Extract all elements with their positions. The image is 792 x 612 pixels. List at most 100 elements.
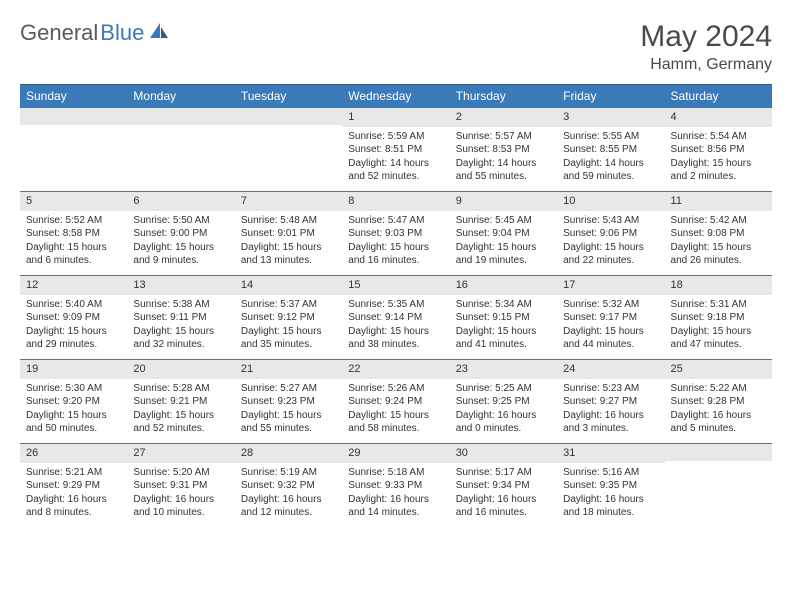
- day-body: Sunrise: 5:42 AMSunset: 9:08 PMDaylight:…: [665, 211, 772, 272]
- sunrise-line: Sunrise: 5:47 AM: [348, 214, 443, 228]
- week-row: 12Sunrise: 5:40 AMSunset: 9:09 PMDayligh…: [20, 276, 772, 360]
- location: Hamm, Germany: [640, 56, 772, 74]
- day-number: 12: [20, 276, 127, 295]
- empty-day-number: [127, 108, 234, 125]
- sunset-line: Sunset: 9:09 PM: [26, 311, 121, 325]
- brand-logo: General Blue: [20, 20, 170, 46]
- sunrise-line: Sunrise: 5:55 AM: [563, 130, 658, 144]
- daylight-line: Daylight: 16 hours and 14 minutes.: [348, 493, 443, 520]
- day-cell: 12Sunrise: 5:40 AMSunset: 9:09 PMDayligh…: [20, 276, 127, 360]
- daylight-line: Daylight: 15 hours and 55 minutes.: [241, 409, 336, 436]
- daylight-line: Daylight: 15 hours and 19 minutes.: [456, 241, 551, 268]
- daylight-line: Daylight: 15 hours and 38 minutes.: [348, 325, 443, 352]
- sunrise-line: Sunrise: 5:25 AM: [456, 382, 551, 396]
- day-number: 29: [342, 444, 449, 463]
- sunrise-line: Sunrise: 5:17 AM: [456, 466, 551, 480]
- day-body: Sunrise: 5:45 AMSunset: 9:04 PMDaylight:…: [450, 211, 557, 272]
- day-body: Sunrise: 5:16 AMSunset: 9:35 PMDaylight:…: [557, 463, 664, 524]
- daylight-line: Daylight: 16 hours and 5 minutes.: [671, 409, 766, 436]
- day-number: 2: [450, 108, 557, 127]
- sunset-line: Sunset: 9:25 PM: [456, 395, 551, 409]
- daylight-line: Daylight: 16 hours and 16 minutes.: [456, 493, 551, 520]
- sunrise-line: Sunrise: 5:42 AM: [671, 214, 766, 228]
- week-row: 26Sunrise: 5:21 AMSunset: 9:29 PMDayligh…: [20, 444, 772, 528]
- sunrise-line: Sunrise: 5:23 AM: [563, 382, 658, 396]
- day-cell: 23 Sunrise: 5:25 AMSunset: 9:25 PMDayligh…: [450, 360, 557, 444]
- day-number: 21: [235, 360, 342, 379]
- dow-mon: Monday: [127, 85, 234, 108]
- day-cell: 7Sunrise: 5:48 AMSunset: 9:01 PMDaylight…: [235, 192, 342, 276]
- daylight-line: Daylight: 15 hours and 32 minutes.: [133, 325, 228, 352]
- day-number: 6: [127, 192, 234, 211]
- day-number: 20: [127, 360, 234, 379]
- sunset-line: Sunset: 9:33 PM: [348, 479, 443, 493]
- dow-tue: Tuesday: [235, 85, 342, 108]
- day-number: 8: [342, 192, 449, 211]
- day-body: Sunrise: 5:26 AMSunset: 9:24 PMDaylight:…: [342, 379, 449, 440]
- day-number: 11: [665, 192, 772, 211]
- day-cell: [20, 108, 127, 192]
- day-cell: 21Sunrise: 5:27 AMSunset: 9:23 PMDayligh…: [235, 360, 342, 444]
- title-block: May 2024 Hamm, Germany: [640, 20, 772, 74]
- daylight-line: Daylight: 16 hours and 18 minutes.: [563, 493, 658, 520]
- sunset-line: Sunset: 8:51 PM: [348, 143, 443, 157]
- day-body: Sunrise: 5:59 AMSunset: 8:51 PMDaylight:…: [342, 127, 449, 188]
- day-number: 28: [235, 444, 342, 463]
- sunset-line: Sunset: 9:32 PM: [241, 479, 336, 493]
- week-row: 1Sunrise: 5:59 AMSunset: 8:51 PMDaylight…: [20, 108, 772, 192]
- day-body: Sunrise: 5:30 AMSunset: 9:20 PMDaylight:…: [20, 379, 127, 440]
- dow-sat: Saturday: [665, 85, 772, 108]
- day-number: 7: [235, 192, 342, 211]
- daylight-line: Daylight: 15 hours and 41 minutes.: [456, 325, 551, 352]
- empty-day-number: [235, 108, 342, 125]
- day-cell: 27Sunrise: 5:20 AMSunset: 9:31 PMDayligh…: [127, 444, 234, 528]
- sunset-line: Sunset: 9:35 PM: [563, 479, 658, 493]
- day-body: Sunrise: 5:32 AMSunset: 9:17 PMDaylight:…: [557, 295, 664, 356]
- sunset-line: Sunset: 8:58 PM: [26, 227, 121, 241]
- sunset-line: Sunset: 9:18 PM: [671, 311, 766, 325]
- day-number: 23: [450, 360, 557, 379]
- dow-wed: Wednesday: [342, 85, 449, 108]
- day-number: 10: [557, 192, 664, 211]
- daylight-line: Daylight: 15 hours and 58 minutes.: [348, 409, 443, 436]
- day-cell: 22Sunrise: 5:26 AMSunset: 9:24 PMDayligh…: [342, 360, 449, 444]
- day-cell: 11Sunrise: 5:42 AMSunset: 9:08 PMDayligh…: [665, 192, 772, 276]
- calendar-table: Sunday Monday Tuesday Wednesday Thursday…: [20, 84, 772, 528]
- day-number: 9: [450, 192, 557, 211]
- sunrise-line: Sunrise: 5:19 AM: [241, 466, 336, 480]
- daylight-line: Daylight: 15 hours and 35 minutes.: [241, 325, 336, 352]
- day-body: Sunrise: 5:50 AMSunset: 9:00 PMDaylight:…: [127, 211, 234, 272]
- brand-part1: General: [20, 20, 98, 46]
- day-number: 30: [450, 444, 557, 463]
- week-row: 5Sunrise: 5:52 AMSunset: 8:58 PMDaylight…: [20, 192, 772, 276]
- sunrise-line: Sunrise: 5:43 AM: [563, 214, 658, 228]
- sunset-line: Sunset: 9:03 PM: [348, 227, 443, 241]
- day-cell: 17Sunrise: 5:32 AMSunset: 9:17 PMDayligh…: [557, 276, 664, 360]
- daylight-line: Daylight: 16 hours and 12 minutes.: [241, 493, 336, 520]
- day-cell: 5Sunrise: 5:52 AMSunset: 8:58 PMDaylight…: [20, 192, 127, 276]
- empty-day-number: [20, 108, 127, 125]
- day-cell: 13Sunrise: 5:38 AMSunset: 9:11 PMDayligh…: [127, 276, 234, 360]
- day-body: Sunrise: 5:47 AMSunset: 9:03 PMDaylight:…: [342, 211, 449, 272]
- day-cell: 8Sunrise: 5:47 AMSunset: 9:03 PMDaylight…: [342, 192, 449, 276]
- day-cell: 24Sunrise: 5:23 AMSunset: 9:27 PMDayligh…: [557, 360, 664, 444]
- day-body: Sunrise: 5:28 AMSunset: 9:21 PMDaylight:…: [127, 379, 234, 440]
- sunrise-line: Sunrise: 5:37 AM: [241, 298, 336, 312]
- day-cell: 15Sunrise: 5:35 AMSunset: 9:14 PMDayligh…: [342, 276, 449, 360]
- day-body: Sunrise: 5:19 AMSunset: 9:32 PMDaylight:…: [235, 463, 342, 524]
- sunset-line: Sunset: 9:31 PM: [133, 479, 228, 493]
- sunrise-line: Sunrise: 5:45 AM: [456, 214, 551, 228]
- day-body: Sunrise: 5:18 AMSunset: 9:33 PMDaylight:…: [342, 463, 449, 524]
- calendar-body: 1Sunrise: 5:59 AMSunset: 8:51 PMDaylight…: [20, 108, 772, 528]
- day-body: Sunrise: 5:54 AMSunset: 8:56 PMDaylight:…: [665, 127, 772, 188]
- day-body: Sunrise: 5:52 AMSunset: 8:58 PMDaylight:…: [20, 211, 127, 272]
- day-cell: 9Sunrise: 5:45 AMSunset: 9:04 PMDaylight…: [450, 192, 557, 276]
- sunset-line: Sunset: 9:14 PM: [348, 311, 443, 325]
- daylight-line: Daylight: 16 hours and 0 minutes.: [456, 409, 551, 436]
- day-body: Sunrise: 5:43 AMSunset: 9:06 PMDaylight:…: [557, 211, 664, 272]
- daylight-line: Daylight: 15 hours and 13 minutes.: [241, 241, 336, 268]
- week-row: 19Sunrise: 5:30 AMSunset: 9:20 PMDayligh…: [20, 360, 772, 444]
- sunrise-line: Sunrise: 5:27 AM: [241, 382, 336, 396]
- sunset-line: Sunset: 9:06 PM: [563, 227, 658, 241]
- day-cell: 1Sunrise: 5:59 AMSunset: 8:51 PMDaylight…: [342, 108, 449, 192]
